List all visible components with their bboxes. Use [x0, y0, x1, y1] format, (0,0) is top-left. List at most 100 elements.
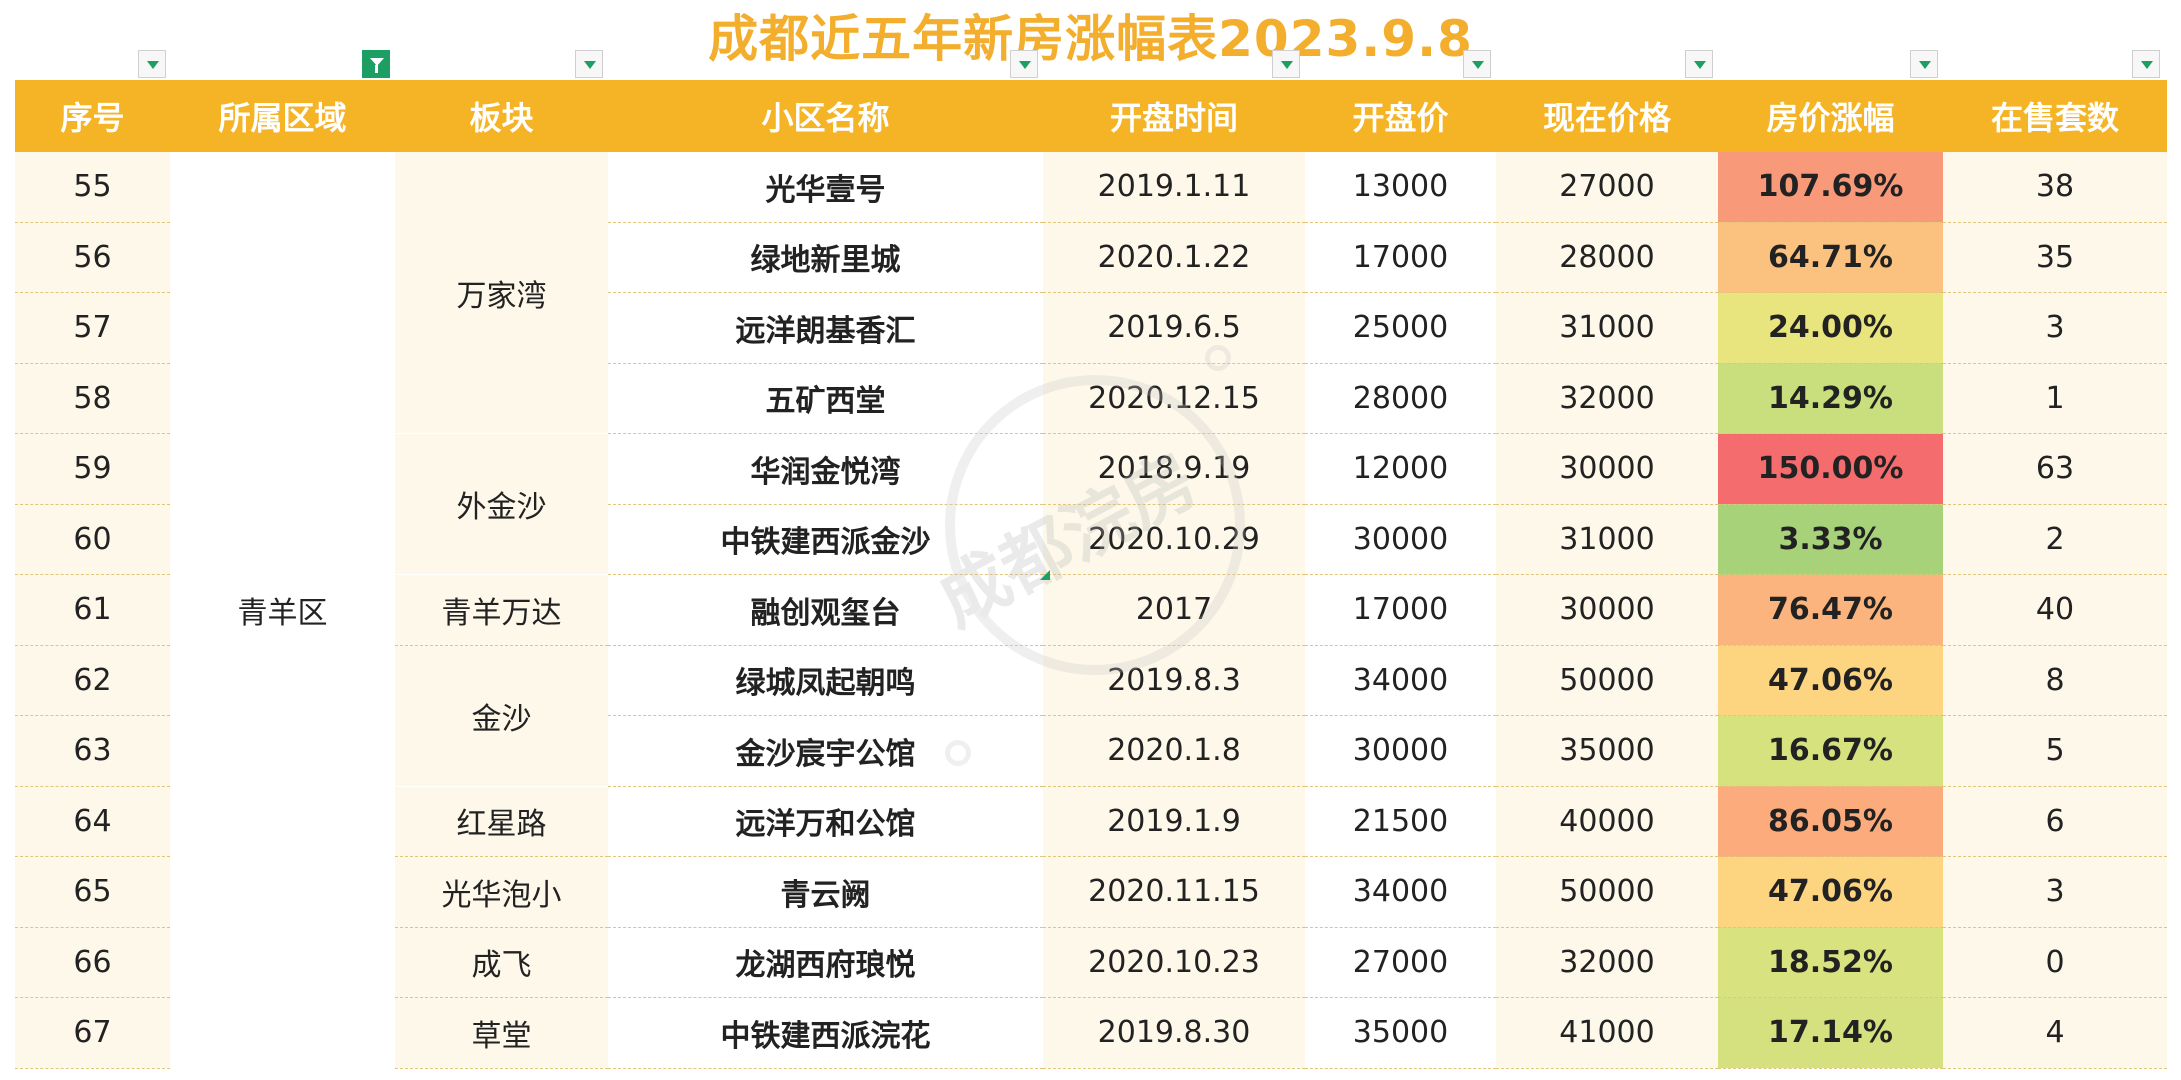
- header-stock[interactable]: 在售套数: [1943, 80, 2167, 152]
- filter-dropdown-name[interactable]: [1010, 50, 1038, 78]
- table-row[interactable]: 57 远洋朗基香汇 2019.6.5 25000 31000 24.00% 3: [15, 292, 2167, 364]
- cell-no[interactable]: 65: [15, 856, 170, 928]
- cell-stock[interactable]: 5: [1943, 715, 2167, 787]
- cell-rise[interactable]: 47.06%: [1718, 645, 1943, 716]
- filter-dropdown-no[interactable]: [138, 50, 166, 78]
- filter-dropdown-stock[interactable]: [2132, 50, 2160, 78]
- cell-rise[interactable]: 14.29%: [1718, 363, 1943, 434]
- cell-now-price[interactable]: 31000: [1496, 504, 1718, 575]
- cell-stock[interactable]: 40: [1943, 574, 2167, 646]
- cell-section[interactable]: 青羊万达: [395, 574, 608, 646]
- cell-name[interactable]: 融创观玺台: [608, 574, 1043, 646]
- cell-open-price[interactable]: 17000: [1305, 574, 1496, 646]
- cell-open-price[interactable]: 25000: [1305, 292, 1496, 364]
- filter-active-district[interactable]: [362, 50, 390, 78]
- cell-no[interactable]: 61: [15, 574, 170, 646]
- cell-now-price[interactable]: 30000: [1496, 574, 1718, 646]
- cell-now-price[interactable]: 35000: [1496, 715, 1718, 787]
- cell-rise[interactable]: 16.67%: [1718, 715, 1943, 787]
- cell-open-price[interactable]: 30000: [1305, 504, 1496, 575]
- cell-rise[interactable]: 64.71%: [1718, 222, 1943, 293]
- cell-name[interactable]: 远洋朗基香汇: [608, 292, 1043, 364]
- cell-open-price[interactable]: 34000: [1305, 856, 1496, 928]
- cell-no[interactable]: 57: [15, 292, 170, 364]
- cell-section[interactable]: 万家湾: [395, 152, 608, 434]
- cell-open-date[interactable]: 2020.10.23: [1043, 927, 1305, 998]
- cell-rise[interactable]: 3.33%: [1718, 504, 1943, 575]
- cell-name[interactable]: 中铁建西派金沙: [608, 504, 1043, 575]
- cell-stock[interactable]: 38: [1943, 152, 2167, 223]
- cell-section[interactable]: 成飞: [395, 927, 608, 998]
- header-rise[interactable]: 房价涨幅: [1718, 80, 1943, 152]
- cell-now-price[interactable]: 32000: [1496, 363, 1718, 434]
- cell-stock[interactable]: 2: [1943, 504, 2167, 575]
- header-name[interactable]: 小区名称: [608, 80, 1043, 152]
- cell-open-date[interactable]: 2019.8.3: [1043, 645, 1305, 716]
- cell-name[interactable]: 中铁建西派浣花: [608, 997, 1043, 1069]
- cell-stock[interactable]: 3: [1943, 292, 2167, 364]
- filter-dropdown-now-price[interactable]: [1685, 50, 1713, 78]
- header-open-price[interactable]: 开盘价: [1305, 80, 1496, 152]
- cell-open-date[interactable]: 2020.1.8: [1043, 715, 1305, 787]
- cell-open-price[interactable]: 30000: [1305, 715, 1496, 787]
- table-row[interactable]: 62 金沙 绿城凤起朝鸣 2019.8.3 34000 50000 47.06%…: [15, 645, 2167, 787]
- cell-no[interactable]: 60: [15, 504, 170, 575]
- cell-now-price[interactable]: 28000: [1496, 222, 1718, 293]
- cell-section[interactable]: 外金沙: [395, 433, 608, 575]
- cell-open-date[interactable]: 2020.11.15: [1043, 856, 1305, 928]
- cell-no[interactable]: 66: [15, 927, 170, 998]
- cell-name[interactable]: 绿城凤起朝鸣: [608, 645, 1043, 716]
- cell-rise[interactable]: 18.52%: [1718, 927, 1943, 998]
- cell-district[interactable]: 青羊区: [170, 152, 395, 1069]
- cell-no[interactable]: 56: [15, 222, 170, 293]
- cell-name[interactable]: 龙湖西府琅悦: [608, 927, 1043, 998]
- cell-now-price[interactable]: 31000: [1496, 292, 1718, 364]
- cell-open-price[interactable]: 17000: [1305, 222, 1496, 293]
- cell-now-price[interactable]: 50000: [1496, 856, 1718, 928]
- header-now-price[interactable]: 现在价格: [1496, 80, 1718, 152]
- cell-open-date[interactable]: 2018.9.19: [1043, 433, 1305, 505]
- table-row[interactable]: 59 外金沙 华润金悦湾 2018.9.19 12000 30000 150.0…: [15, 433, 2167, 575]
- cell-rise[interactable]: 150.00%: [1718, 433, 1943, 505]
- cell-rise[interactable]: 76.47%: [1718, 574, 1943, 646]
- cell-rise[interactable]: 17.14%: [1718, 997, 1943, 1069]
- table-row[interactable]: 61 青羊万达 融创观玺台 2017 17000 30000 76.47% 40: [15, 574, 2167, 646]
- cell-name[interactable]: 青云阙: [608, 856, 1043, 928]
- table-row[interactable]: 63 金沙宸宇公馆 2020.1.8 30000 35000 16.67% 5: [15, 715, 2167, 787]
- table-row[interactable]: 66 成飞 龙湖西府琅悦 2020.10.23 27000 32000 18.5…: [15, 927, 2167, 998]
- cell-stock[interactable]: 3: [1943, 856, 2167, 928]
- cell-stock[interactable]: 63: [1943, 433, 2167, 505]
- cell-name[interactable]: 远洋万和公馆: [608, 786, 1043, 857]
- cell-now-price[interactable]: 27000: [1496, 152, 1718, 223]
- cell-rise[interactable]: 107.69%: [1718, 152, 1943, 223]
- cell-now-price[interactable]: 30000: [1496, 433, 1718, 505]
- cell-open-date[interactable]: 2020.12.15: [1043, 363, 1305, 434]
- filter-dropdown-section[interactable]: [575, 50, 603, 78]
- cell-section[interactable]: 草堂: [395, 997, 608, 1069]
- cell-name[interactable]: 光华壹号: [608, 152, 1043, 223]
- header-district[interactable]: 所属区域: [170, 80, 395, 152]
- cell-stock[interactable]: 6: [1943, 786, 2167, 857]
- cell-no[interactable]: 59: [15, 433, 170, 505]
- table-row[interactable]: 58 五矿西堂 2020.12.15 28000 32000 14.29% 1: [15, 363, 2167, 434]
- cell-stock[interactable]: 4: [1943, 997, 2167, 1069]
- cell-open-price[interactable]: 27000: [1305, 927, 1496, 998]
- cell-rise[interactable]: 24.00%: [1718, 292, 1943, 364]
- cell-open-price[interactable]: 12000: [1305, 433, 1496, 505]
- cell-open-date[interactable]: 2020.1.22: [1043, 222, 1305, 293]
- filter-dropdown-open[interactable]: [1272, 50, 1300, 78]
- cell-name[interactable]: 华润金悦湾: [608, 433, 1043, 505]
- filter-dropdown-open-price[interactable]: [1463, 50, 1491, 78]
- cell-rise[interactable]: 47.06%: [1718, 856, 1943, 928]
- cell-now-price[interactable]: 41000: [1496, 997, 1718, 1069]
- cell-no[interactable]: 64: [15, 786, 170, 857]
- cell-no[interactable]: 67: [15, 997, 170, 1069]
- cell-stock[interactable]: 0: [1943, 927, 2167, 998]
- cell-no[interactable]: 58: [15, 363, 170, 434]
- cell-open-date[interactable]: 2017: [1043, 574, 1305, 646]
- cell-section[interactable]: 红星路: [395, 786, 608, 857]
- cell-no[interactable]: 55: [15, 152, 170, 223]
- cell-rise[interactable]: 86.05%: [1718, 786, 1943, 857]
- cell-open-price[interactable]: 28000: [1305, 363, 1496, 434]
- table-row[interactable]: 65 光华泡小 青云阙 2020.11.15 34000 50000 47.06…: [15, 856, 2167, 928]
